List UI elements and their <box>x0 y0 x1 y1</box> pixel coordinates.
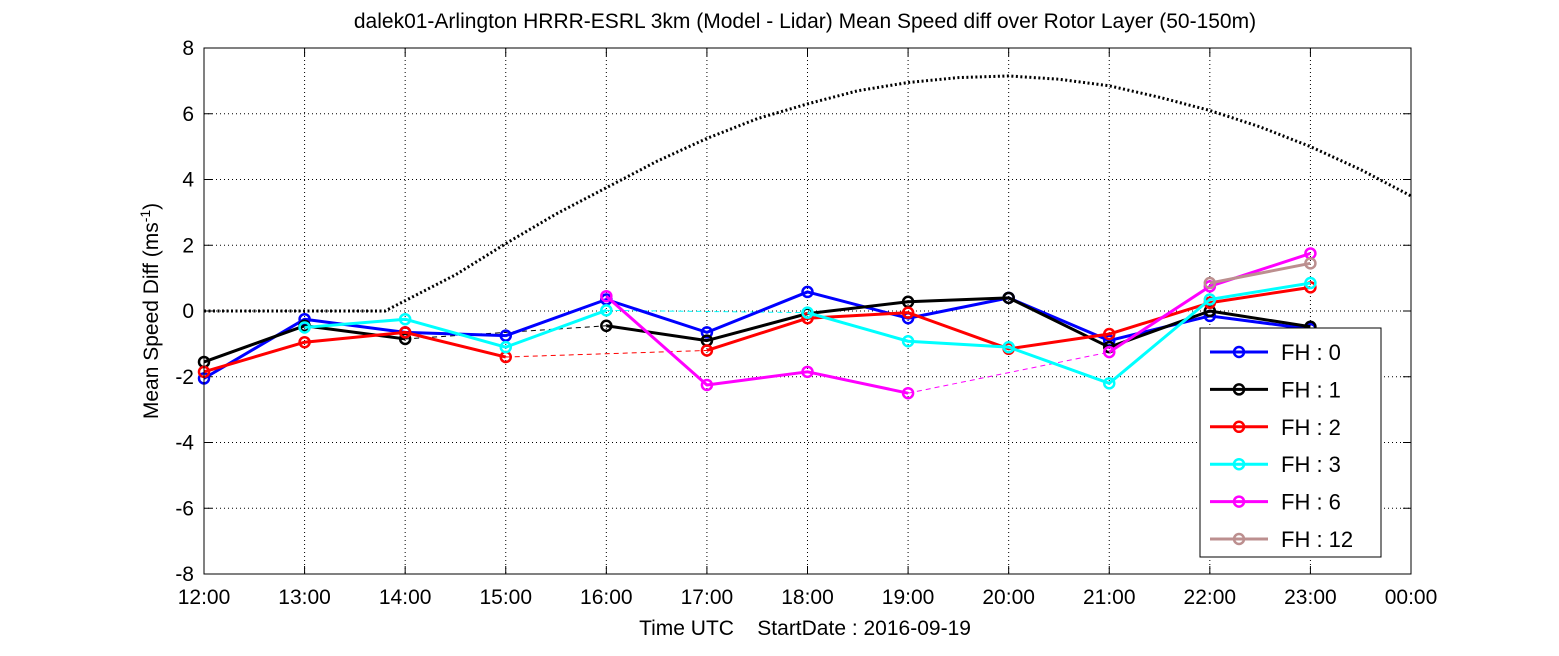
data-point <box>1002 340 1015 354</box>
data-point <box>398 326 412 339</box>
gap-connector <box>405 325 607 340</box>
legend-label: FH : 12 <box>1281 527 1353 552</box>
data-point <box>801 285 814 299</box>
y-tick-label: -2 <box>175 366 194 389</box>
legend-swatch-marker <box>1232 532 1246 546</box>
legend-swatch-marker <box>1232 420 1246 434</box>
x-tick-labels: 12:00 13:00 14:00 15:00 16:00 17:00 18:00 19:00… <box>178 586 1438 609</box>
legend-box <box>1199 327 1382 558</box>
gap-connector <box>907 351 1110 394</box>
y-tick-label: 6 <box>182 103 194 126</box>
gap-connector-layer <box>405 309 1110 394</box>
legend-swatch-marker <box>1232 345 1246 359</box>
series-layer <box>197 247 1317 400</box>
data-point <box>1203 276 1217 290</box>
legend-swatch-marker <box>1232 495 1246 508</box>
data-point <box>298 321 311 334</box>
data-point <box>600 319 613 333</box>
y-axis-label-close: ) <box>140 203 163 210</box>
data-point <box>700 378 714 392</box>
data-point <box>600 289 613 303</box>
gap-connector <box>505 349 707 358</box>
data-point <box>600 304 613 317</box>
y-tick-label: 8 <box>182 37 194 60</box>
y-axis-label-superscript: -1 <box>137 210 153 223</box>
data-point <box>499 329 512 342</box>
data-point <box>1304 281 1317 294</box>
y-tick-label: -8 <box>175 563 194 586</box>
data-point <box>901 386 915 400</box>
data-point <box>1203 304 1217 318</box>
legend-label: FH : 6 <box>1281 490 1341 515</box>
x-tick-label: 21:00 <box>1083 586 1136 609</box>
data-point <box>499 340 512 354</box>
series-line <box>605 295 909 395</box>
series-fh-12 <box>1203 257 1317 290</box>
x-axis-label: Time UTC StartDate : 2016-09-19 <box>639 617 971 640</box>
x-tick-label: 22:00 <box>1184 586 1237 609</box>
series-line <box>1108 252 1311 354</box>
plot-frame <box>203 47 1412 575</box>
legend-swatch-marker <box>1232 457 1246 471</box>
gap-connector <box>606 309 808 314</box>
data-point <box>700 344 714 357</box>
series-line <box>1209 261 1311 285</box>
data-point <box>801 306 814 319</box>
x-tick-label: 14:00 <box>379 586 432 609</box>
series-line <box>807 281 1311 385</box>
data-point <box>1103 327 1116 341</box>
x-tick-label: 00:00 <box>1385 586 1438 609</box>
x-tick-label: 12:00 <box>178 586 231 609</box>
y-tick-label: -4 <box>175 432 194 455</box>
y-tick-label: 2 <box>182 234 194 257</box>
data-point <box>700 326 714 339</box>
x-tick-label: 15:00 <box>479 586 532 609</box>
data-point <box>1002 291 1015 305</box>
x-tick-label: 19:00 <box>882 586 935 609</box>
data-point <box>801 365 814 379</box>
y-tick-label: -6 <box>175 497 194 520</box>
x-tick-label: 23:00 <box>1284 586 1337 609</box>
data-point <box>1304 276 1317 290</box>
y-tick-labels: -8 -6 -4 -2 0 2 4 6 8 <box>175 37 194 586</box>
legend: FH : 0 FH : 1 FH : 2 FH : 3 FH : 6 FH : 12 <box>1199 327 1382 558</box>
legend-label: FH : 3 <box>1281 452 1341 477</box>
x-tick-label: 13:00 <box>278 586 331 609</box>
series-fh-3 <box>298 276 1317 390</box>
x-tick-label: 18:00 <box>781 586 834 609</box>
y-tick-label: 4 <box>182 169 194 192</box>
data-point <box>1304 257 1317 270</box>
x-axis-label-time: Time UTC <box>639 617 734 640</box>
data-point <box>901 334 915 348</box>
data-point <box>1103 377 1116 390</box>
y-axis-label-main: Mean Speed Diff (ms <box>140 222 163 419</box>
data-point <box>398 312 412 326</box>
series-line <box>304 308 607 349</box>
y-axis-label: Mean Speed Diff (ms-1) <box>137 203 163 419</box>
data-point <box>298 312 311 326</box>
series-line <box>203 290 1311 380</box>
x-axis-label-startdate: StartDate : 2016-09-19 <box>757 617 971 640</box>
legend-label: FH : 1 <box>1281 377 1341 402</box>
x-tick-label: 20:00 <box>982 586 1035 609</box>
data-point <box>1203 293 1217 306</box>
data-point <box>298 335 311 349</box>
data-point <box>1103 345 1116 359</box>
x-tick-label: 16:00 <box>580 586 633 609</box>
chart-title: dalek01-Arlington HRRR-ESRL 3km (Model -… <box>354 10 1256 33</box>
legend-swatch-marker <box>1232 383 1246 396</box>
legend-label: FH : 2 <box>1281 415 1341 440</box>
series-line <box>203 330 507 374</box>
legend-label: FH : 0 <box>1281 340 1341 365</box>
y-tick-label: 0 <box>182 300 194 323</box>
series-line <box>606 296 1311 349</box>
data-point <box>901 306 915 319</box>
x-tick-label: 17:00 <box>681 586 734 609</box>
data-point <box>398 332 412 346</box>
